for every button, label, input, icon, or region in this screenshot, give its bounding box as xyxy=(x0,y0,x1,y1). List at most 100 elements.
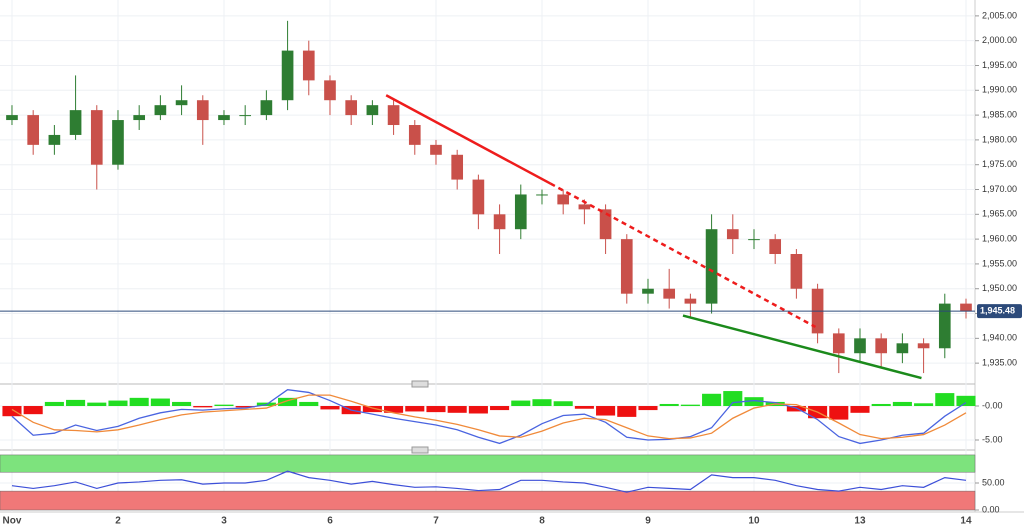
histogram-bar xyxy=(744,397,764,407)
candle-body xyxy=(69,110,82,135)
candle-body xyxy=(90,110,103,165)
x-tick-label: 2 xyxy=(115,516,121,527)
candle-body xyxy=(472,179,485,215)
x-tick-label: 8 xyxy=(539,516,545,527)
line xyxy=(682,314,922,380)
candle-body xyxy=(854,338,866,354)
histogram-bar xyxy=(214,404,234,407)
grip[interactable] xyxy=(411,380,429,388)
candle-body xyxy=(239,115,252,117)
x-tick-label: 6 xyxy=(327,516,333,527)
pane-grip[interactable] xyxy=(411,380,429,388)
histogram-bar xyxy=(468,406,488,414)
candle-body xyxy=(684,298,697,304)
candle-body xyxy=(896,343,909,354)
histogram-bar xyxy=(871,403,891,407)
candle-body xyxy=(663,288,676,299)
candle-body xyxy=(48,134,61,145)
histogram-bar xyxy=(129,397,149,407)
zone-band xyxy=(0,454,976,473)
candle-body xyxy=(218,115,230,121)
candle-body xyxy=(705,229,718,304)
x-tick-label: 13 xyxy=(854,516,866,527)
candle-body xyxy=(578,204,591,210)
candle-body xyxy=(430,144,442,155)
y-tick-label: 1,990.00 xyxy=(982,85,1017,95)
histogram-bar xyxy=(150,398,170,407)
candle-body xyxy=(790,254,803,289)
histogram-bar xyxy=(574,406,594,409)
candle-body xyxy=(387,105,400,126)
x-tick-label: 14 xyxy=(960,516,972,527)
line xyxy=(11,470,967,493)
y-tick-label: 1,970.00 xyxy=(982,184,1017,194)
histogram-bar xyxy=(320,406,340,410)
histogram-bar xyxy=(935,393,955,407)
histogram-bar xyxy=(680,404,700,407)
last-price-box xyxy=(977,304,1022,319)
histogram-bar xyxy=(426,406,446,413)
histogram-bar xyxy=(66,399,86,407)
candle-body xyxy=(302,50,315,81)
histogram-bar xyxy=(235,406,255,408)
histogram-bar xyxy=(490,406,510,411)
candle-body xyxy=(557,194,570,205)
histogram-bar xyxy=(892,401,912,407)
histogram-bar xyxy=(511,400,531,407)
candle-body xyxy=(451,154,464,180)
y-tick-label: -5.00 xyxy=(982,434,1003,444)
candle-body xyxy=(112,120,124,165)
candle-body xyxy=(196,100,209,121)
y-tick-label: 1,935.00 xyxy=(982,358,1017,368)
pane-grip[interactable] xyxy=(411,446,429,454)
y-tick-label: 1,985.00 xyxy=(982,109,1017,119)
histogram-bar xyxy=(850,406,870,413)
candle-body xyxy=(345,100,358,116)
line xyxy=(11,394,967,440)
y-tick-label: 1,940.00 xyxy=(982,333,1017,343)
y-tick-label: 1,995.00 xyxy=(982,60,1017,70)
candle-body xyxy=(408,125,421,145)
candle-body xyxy=(769,239,782,255)
y-tick-label: 0.00 xyxy=(982,504,1000,514)
y-tick-label: 1,950.00 xyxy=(982,283,1017,293)
candle-body xyxy=(133,115,146,121)
candle-body xyxy=(175,100,188,106)
line xyxy=(385,94,552,185)
histogram-bar xyxy=(638,406,658,411)
x-tick-label: 7 xyxy=(433,516,439,527)
histogram-bar xyxy=(2,406,22,417)
y-tick-label: 1,955.00 xyxy=(982,258,1017,268)
candle-body xyxy=(748,239,760,241)
candle-body xyxy=(599,209,612,240)
histogram-bar xyxy=(617,406,637,417)
candle-body xyxy=(960,303,972,312)
y-tick-label: 1,980.00 xyxy=(982,134,1017,144)
candle-body xyxy=(324,80,336,101)
histogram-bar xyxy=(278,397,298,407)
histogram-bar xyxy=(447,406,467,413)
candle-body xyxy=(832,333,845,354)
candle-body xyxy=(154,105,167,116)
x-tick-label: 9 xyxy=(645,516,651,527)
x-tick-label: 3 xyxy=(221,516,227,527)
y-tick-label: 1,975.00 xyxy=(982,159,1017,169)
histogram-bar xyxy=(384,406,404,413)
histogram-bar xyxy=(172,401,192,407)
candle-body xyxy=(27,115,40,145)
grip[interactable] xyxy=(411,446,429,454)
x-tick-label: Nov xyxy=(3,516,22,527)
histogram-bar xyxy=(659,403,679,407)
candle-body xyxy=(620,239,633,294)
candle-body xyxy=(366,105,379,116)
histogram-bar xyxy=(532,399,552,407)
histogram-bar xyxy=(829,406,849,420)
histogram-bar xyxy=(723,391,743,407)
candle-body xyxy=(726,229,739,240)
y-tick-label: 50.00 xyxy=(982,477,1005,487)
y-tick-label: 1,960.00 xyxy=(982,233,1017,243)
candle-body xyxy=(875,338,888,354)
y-tick-label: 1,965.00 xyxy=(982,209,1017,219)
line xyxy=(11,389,967,445)
